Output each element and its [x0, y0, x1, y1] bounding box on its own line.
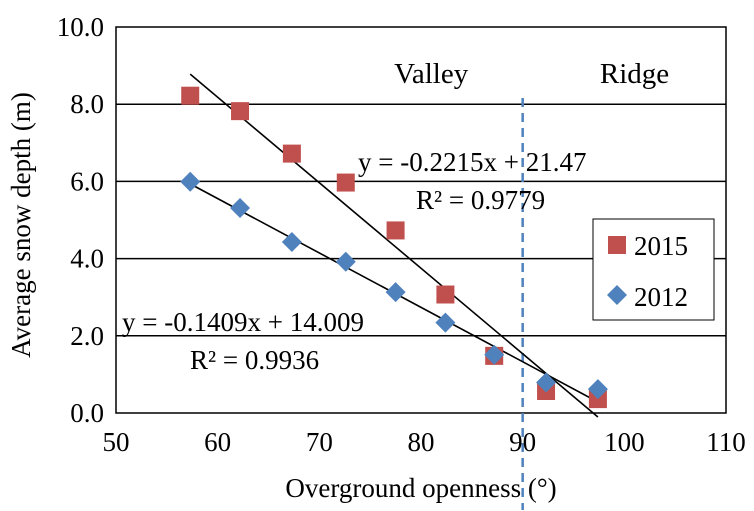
trendline-2015	[189, 73, 599, 418]
point-2012	[281, 232, 302, 253]
point-2012	[484, 344, 505, 365]
point-2015	[282, 144, 301, 163]
legend: 2015 2012	[592, 218, 715, 321]
legend-label-2012: 2012	[634, 282, 688, 312]
y-tick-label: 2.0	[70, 321, 104, 351]
legend-marker-2012	[607, 285, 627, 305]
point-2015	[386, 221, 405, 240]
x-tick-label: 70	[306, 427, 333, 457]
x-tick-label: 60	[204, 427, 231, 457]
point-2015	[336, 173, 355, 192]
equation-2012: y = -0.1409x + 14.009	[122, 307, 364, 337]
point-2015	[231, 102, 250, 121]
point-2015	[436, 285, 455, 304]
legend-label-2015: 2015	[634, 231, 688, 261]
point-2012	[536, 372, 557, 393]
y-tick-label: 10.0	[57, 12, 104, 42]
point-2012	[230, 198, 251, 219]
r-squared-2012: R² = 0.9936	[190, 345, 319, 375]
x-axis-title: Overground openness (°)	[285, 473, 556, 503]
point-2015	[181, 86, 200, 105]
r-squared-2015: R² = 0.9779	[416, 185, 545, 215]
point-2012	[587, 379, 608, 400]
point-2015	[588, 390, 607, 409]
x-tick-label: 110	[706, 427, 746, 457]
y-axis-title: Average snow depth (m)	[6, 92, 36, 358]
y-tick-label: 6.0	[70, 166, 104, 196]
y-tick-label: 4.0	[70, 244, 104, 274]
equation-2015: y = -0.2215x + 21.47	[358, 147, 586, 177]
plot-area	[115, 26, 727, 414]
x-tick-label: 80	[408, 427, 435, 457]
point-2012	[335, 251, 356, 272]
x-tick-label: 90	[509, 427, 536, 457]
y-axis-ticks: 0.0 2.0 4.0 6.0 8.0 10.0	[57, 12, 104, 428]
point-2012	[180, 171, 201, 192]
region-label-valley: Valley	[394, 58, 469, 90]
region-label-ridge: Ridge	[600, 58, 669, 90]
point-2012	[435, 312, 456, 333]
y-tick-label: 0.0	[70, 398, 104, 428]
y-tick-label: 8.0	[70, 89, 104, 119]
legend-marker-2015	[608, 236, 626, 254]
point-2012	[385, 282, 406, 303]
x-axis-ticks: 50 60 70 80 90 100 110	[103, 427, 746, 457]
x-tick-label: 50	[103, 427, 130, 457]
data-markers	[180, 86, 608, 409]
x-tick-label: 100	[604, 427, 645, 457]
